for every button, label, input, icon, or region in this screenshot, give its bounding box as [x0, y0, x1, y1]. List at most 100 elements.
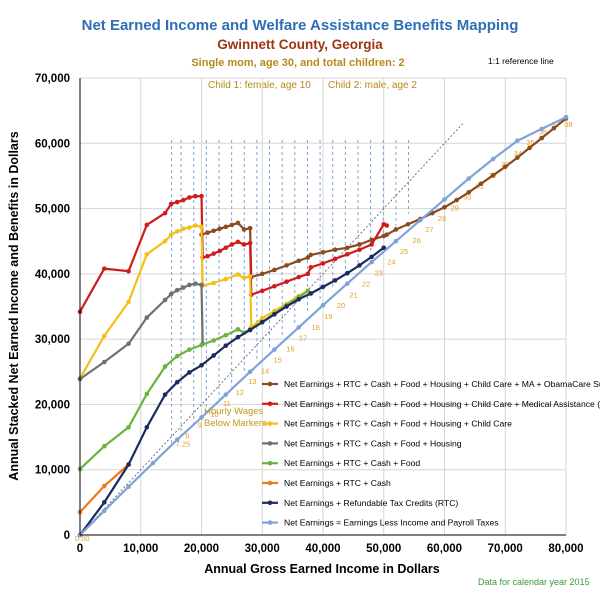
wage-marker-label: 11	[223, 399, 231, 408]
data-point	[296, 297, 302, 302]
y-tick-label: 40,000	[35, 269, 70, 281]
data-point	[180, 197, 186, 203]
data-point	[199, 415, 204, 420]
data-point	[102, 443, 107, 449]
legend-marker	[267, 460, 273, 466]
x-tick-label: 40,000	[305, 543, 340, 555]
data-point	[162, 364, 168, 369]
legend-label: Net Earnings + RTC + Cash	[284, 478, 391, 488]
data-point	[466, 176, 472, 181]
data-point	[174, 437, 180, 442]
data-point	[102, 333, 107, 339]
data-point	[144, 424, 150, 430]
data-point	[563, 114, 569, 120]
y-axis-title: Annual Stacked Net Earned Income and Ben…	[7, 131, 21, 480]
x-tick-label: 70,000	[488, 543, 523, 555]
data-point	[539, 126, 544, 132]
wage-marker-label: 19	[324, 312, 332, 321]
data-point	[247, 225, 253, 231]
wage-marker-label: 12	[236, 388, 244, 397]
data-point	[259, 288, 265, 294]
data-point	[223, 343, 229, 348]
wage-marker-label: 17	[299, 334, 307, 343]
x-tick-label: 30,000	[245, 543, 280, 555]
data-point	[126, 462, 131, 467]
data-point	[199, 362, 204, 368]
y-tick-label: 30,000	[35, 334, 70, 346]
data-point	[229, 242, 235, 247]
data-point	[102, 500, 107, 505]
legend-label: Net Earnings + RTC + Cash + Food + Housi…	[284, 379, 600, 389]
data-point	[381, 245, 387, 251]
y-tick-label: 20,000	[35, 399, 70, 411]
series-line	[79, 195, 388, 313]
child2-label: Child 2: male, age 2	[328, 80, 417, 91]
wage-marker-label: 20	[337, 301, 345, 310]
data-point	[168, 232, 174, 237]
wage-marker-label: 26	[413, 236, 421, 245]
data-point	[551, 125, 557, 131]
wage-marker-label: 15	[274, 355, 282, 364]
series-line	[79, 282, 204, 380]
data-point	[369, 259, 374, 265]
data-point	[211, 228, 216, 234]
wage-marker-label: 23	[375, 269, 383, 278]
x-tick-label: 50,000	[366, 543, 401, 555]
data-point	[235, 239, 241, 245]
data-point	[126, 268, 131, 274]
data-point	[174, 229, 180, 234]
data-point	[466, 189, 472, 195]
data-point	[223, 276, 229, 282]
data-point	[102, 266, 107, 271]
y-tick-label: 10,000	[35, 465, 70, 477]
data-point	[305, 255, 311, 260]
wage-marker-label: 37	[552, 120, 560, 129]
data-point	[162, 392, 168, 397]
data-point	[187, 347, 192, 352]
data-point	[454, 197, 459, 203]
data-point	[180, 226, 186, 232]
data-point	[102, 359, 107, 365]
wage-marker-label: 16	[286, 345, 294, 354]
data-point	[174, 287, 180, 293]
data-point	[320, 302, 326, 308]
reference-line	[79, 123, 464, 536]
data-point	[490, 172, 496, 178]
data-point	[332, 256, 338, 262]
wage-marker-label: 10	[210, 410, 218, 419]
y-tick-label: 50,000	[35, 204, 70, 216]
legend-marker	[267, 441, 273, 446]
data-point	[193, 193, 198, 199]
data-point	[332, 278, 338, 283]
data-point	[235, 334, 241, 340]
data-point	[272, 283, 277, 289]
data-point	[284, 304, 289, 309]
data-point	[345, 281, 350, 286]
data-point	[384, 232, 390, 237]
data-point	[417, 218, 423, 223]
data-point	[393, 227, 399, 232]
data-point	[345, 270, 350, 276]
data-point	[217, 226, 223, 232]
data-point	[357, 247, 362, 253]
wage-marker-label: 34	[514, 149, 522, 158]
data-point	[187, 195, 192, 200]
legend-label: Net Earnings + RTC + Cash + Food + Housi…	[284, 438, 462, 448]
x-tick-label: 20,000	[184, 543, 219, 555]
data-note: Data for calendar year 2015	[478, 577, 590, 587]
wage-marker-label: 29	[450, 203, 458, 212]
chart-title: Net Earned Income and Welfare Assistance…	[82, 17, 519, 34]
wage-marker-label: 24	[387, 258, 395, 267]
data-point	[539, 135, 544, 141]
data-point	[296, 258, 302, 264]
data-point	[241, 242, 247, 247]
data-point	[241, 275, 247, 281]
wage-marker-label: 31	[476, 182, 484, 191]
legend-marker	[267, 401, 273, 407]
data-point	[150, 460, 156, 466]
data-point	[308, 291, 314, 296]
data-point	[259, 315, 265, 321]
data-point	[332, 247, 338, 253]
data-point	[174, 199, 180, 205]
